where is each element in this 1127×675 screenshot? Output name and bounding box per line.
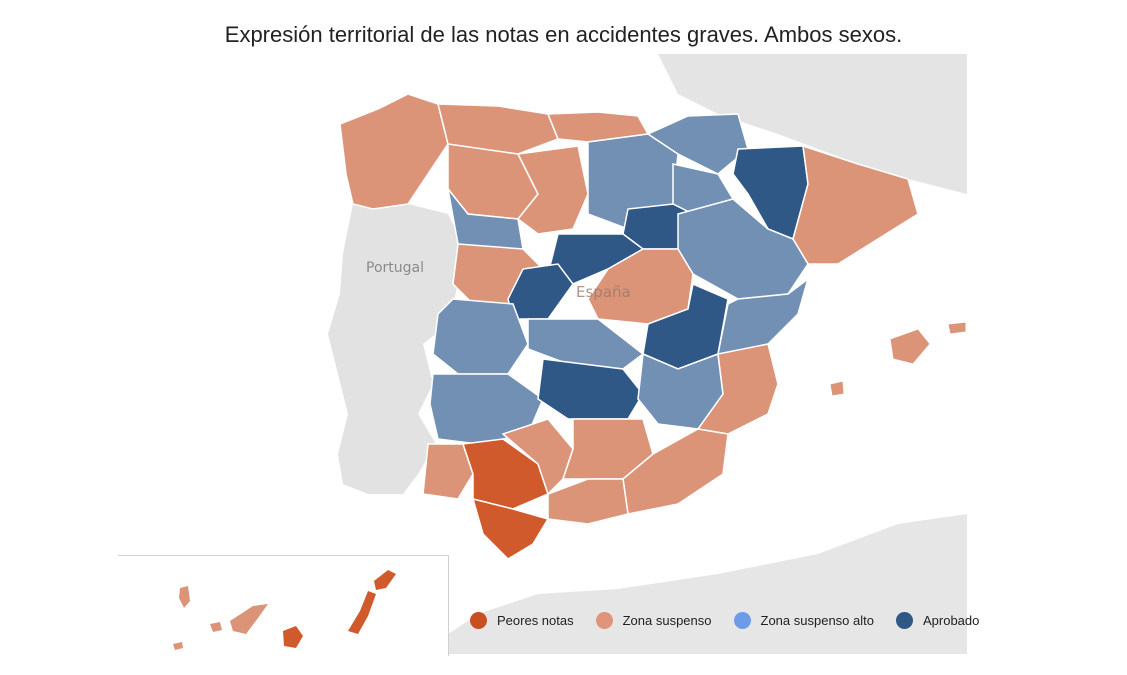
map-label-portugal: Portugal [366, 260, 424, 276]
legend-item-aprobado: Aprobado [895, 612, 980, 629]
legend-label-suspenso: Zona suspenso [622, 613, 712, 628]
map-title: Expresión territorial de las notas en ac… [224, 22, 903, 47]
legend-item-peores: Peores notas [470, 612, 574, 629]
province-ciudad-real[interactable] [537, 358, 644, 420]
africa-land [418, 514, 967, 654]
province-galicia[interactable] [339, 93, 449, 210]
legend-swatch-peores [470, 612, 487, 629]
legend-swatch-suspenso-alto [733, 612, 751, 629]
legend-item-suspenso: Zona suspenso [595, 612, 712, 629]
spain-province-map [328, 54, 967, 654]
legend-label-aprobado: Aprobado [922, 613, 980, 628]
canary-islands-inset [118, 555, 449, 656]
province-malaga[interactable] [547, 478, 629, 525]
france-land [658, 54, 967, 194]
island-gran-canaria[interactable] [283, 626, 303, 648]
province-granada-almeria[interactable] [622, 428, 729, 515]
portugal-land [328, 204, 468, 494]
canary-islands-map [173, 570, 396, 650]
province-caceres[interactable] [432, 298, 529, 375]
legend-swatch-aprobado [895, 612, 913, 629]
island-fuerteventura[interactable] [348, 591, 376, 634]
island-la-palma[interactable] [179, 586, 190, 608]
province-sevilla[interactable] [461, 438, 549, 510]
island-tenerife[interactable] [230, 604, 268, 634]
legend-swatch-suspenso [595, 612, 613, 629]
island-ibiza[interactable] [829, 380, 845, 397]
province-cadiz[interactable] [471, 497, 550, 560]
map-area[interactable]: Portugal España [118, 54, 967, 654]
province-huelva[interactable] [422, 443, 474, 500]
map-label-espana: España [576, 283, 631, 301]
island-la-gomera[interactable] [210, 622, 222, 632]
province-catalonia[interactable] [792, 144, 919, 265]
island-lanzarote[interactable] [374, 570, 396, 590]
province-palencia-burgos-west[interactable] [516, 145, 589, 235]
province-alicante-murcia[interactable] [696, 343, 779, 435]
island-menorca[interactable] [947, 321, 967, 335]
province-group-suspenso [339, 93, 919, 560]
legend-item-suspenso-alto: Zona suspenso alto [733, 612, 874, 629]
legend-label-peores: Peores notas [497, 613, 574, 628]
island-mallorca[interactable] [889, 328, 931, 365]
map-legend: Peores notas Zona suspenso Zona suspenso… [470, 612, 979, 629]
legend-label-suspenso-alto: Zona suspenso alto [760, 613, 874, 628]
island-el-hierro[interactable] [173, 642, 183, 650]
